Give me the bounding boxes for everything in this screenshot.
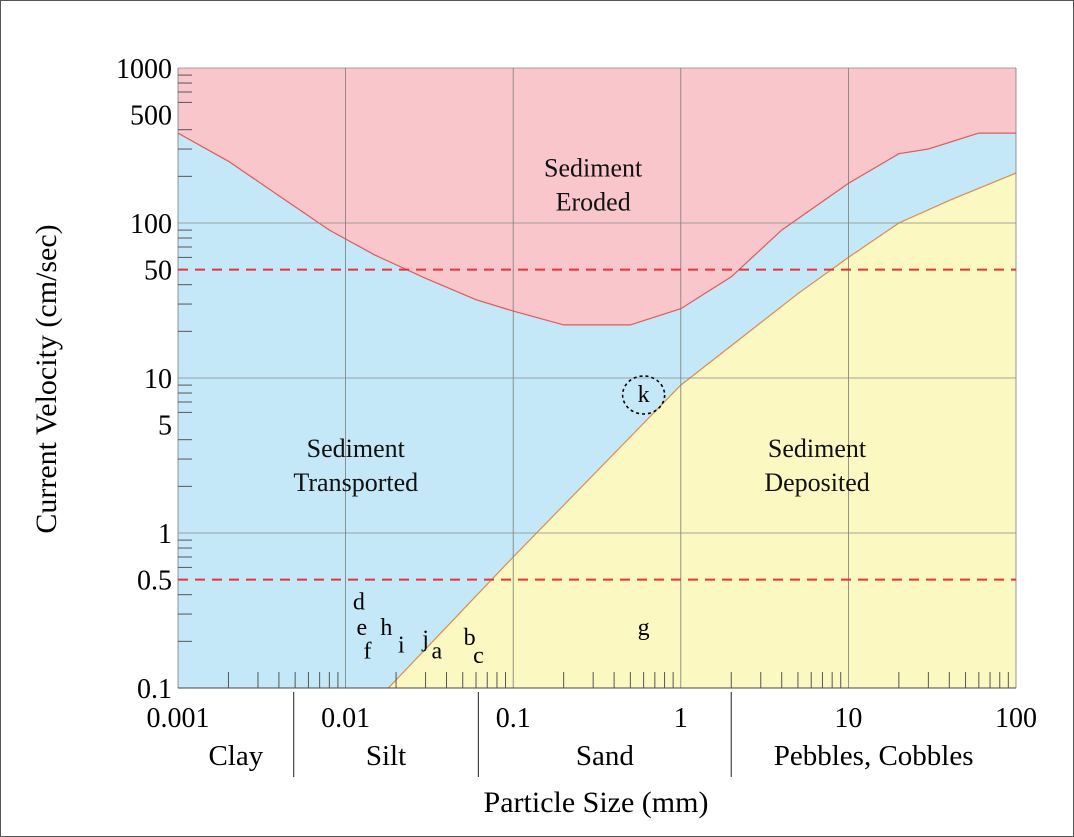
x-axis-title: Particle Size (mm) [484, 786, 709, 819]
x-tick-label: 100 [995, 703, 1037, 734]
minor-ticks [178, 74, 1009, 688]
sample-label-j: j [421, 627, 429, 653]
y-tick-label: 0.1 [137, 674, 172, 705]
x-tick-label: 0.1 [496, 703, 531, 734]
y-tick-labels: 1000 500 100 50 10 5 1 0.5 0.1 [116, 54, 172, 705]
deposition-curve [387, 172, 1017, 689]
sample-label-f: f [363, 638, 371, 664]
y-tick-label: 100 [130, 209, 172, 240]
sample-label-c: c [473, 643, 484, 669]
size-class-label: Pebbles, Cobbles [774, 740, 974, 772]
region-label-eroded: Eroded [556, 187, 631, 216]
y-tick-label: 5 [158, 411, 172, 442]
sample-label-a: a [431, 638, 442, 664]
plot-regions [177, 68, 1017, 689]
size-class-label: Silt [366, 740, 406, 772]
sample-label-k: k [638, 382, 650, 408]
y-axis-title: Current Velocity (cm/sec) [30, 224, 63, 533]
x-tick-labels: 0.001 0.01 0.1 1 10 100 [147, 703, 1038, 734]
region-label-deposited: Sediment [768, 434, 867, 463]
sample-label-i: i [398, 632, 405, 658]
erosion-curve [177, 132, 1016, 326]
sample-label-h: h [380, 615, 392, 641]
size-class-label: Clay [208, 740, 263, 772]
sample-label-g: g [638, 615, 650, 641]
y-tick-label: 10 [144, 364, 172, 395]
sample-label-b: b [464, 625, 476, 651]
region-label-transported: Sediment [307, 434, 406, 463]
x-tick-label: 10 [834, 703, 862, 734]
x-tick-label: 0.01 [321, 703, 370, 734]
sample-points: abc def g hi j k [353, 375, 666, 669]
reference-lines [178, 268, 1016, 581]
sample-label-d: d [353, 590, 365, 616]
size-class-label: Sand [576, 740, 635, 772]
y-tick-label: 1 [158, 519, 172, 550]
sample-circle-k [621, 375, 666, 415]
deposited-region [388, 173, 1016, 689]
x-tick-label: 0.001 [147, 703, 210, 734]
region-label-eroded: Sediment [544, 153, 643, 182]
region-label-transported: Transported [293, 468, 418, 497]
size-classes: Clay Silt Sand Pebbles, Cobbles [208, 692, 974, 777]
sample-label-e: e [357, 615, 368, 641]
region-labels: Sediment Eroded Sediment Transported Sedimen… [293, 153, 869, 496]
y-tick-label: 500 [130, 101, 172, 132]
grid-lines [177, 67, 1017, 689]
region-label-deposited: Deposited [764, 468, 869, 497]
y-tick-label: 0.5 [137, 566, 172, 597]
y-tick-label: 1000 [116, 54, 172, 85]
y-tick-label: 50 [144, 256, 172, 287]
x-tick-label: 1 [674, 703, 688, 734]
